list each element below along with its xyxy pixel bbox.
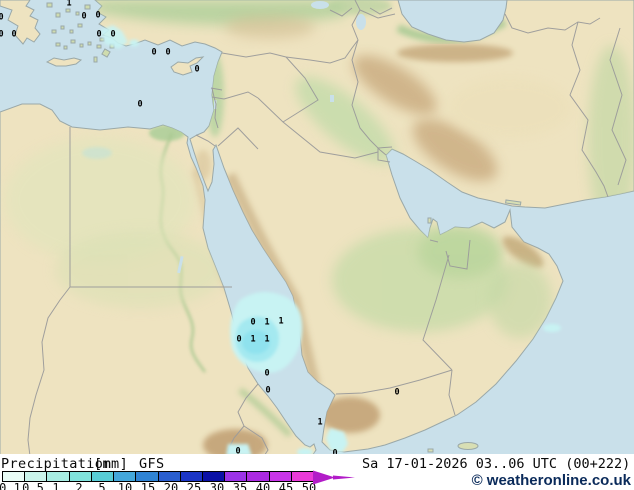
copyright: © weatheronline.co.uk (471, 472, 631, 489)
gridpoint-value: 0 (96, 30, 101, 40)
gridpoint-value: 0 (0, 13, 4, 23)
island-socotra (457, 442, 479, 450)
country-borders (27, 0, 627, 456)
legend-model: GFS (139, 456, 165, 472)
terrain-shading (5, 0, 634, 456)
scale-cell (91, 472, 115, 481)
scale-tick-label: 45 (278, 481, 294, 490)
scale-cell (225, 472, 248, 481)
gridpoint-value: 1 (250, 335, 255, 345)
gridpoint-value: 0 (0, 30, 4, 40)
island-cyprus (170, 56, 205, 76)
gridpoint-value: 0 (81, 12, 86, 22)
gridpoint-value: 0 (165, 48, 170, 58)
gridpoint-value: 0 (264, 369, 269, 379)
scale-tick-label: 20 (163, 481, 179, 490)
gridpoint-value: 0 (110, 30, 115, 40)
gridpoint-value: 1 (264, 318, 269, 328)
gridpoint-value: 1 (278, 317, 283, 327)
precip-patch (226, 444, 252, 456)
scale-tick-label: 0.1 (0, 481, 21, 490)
lake-nasser (177, 255, 184, 274)
precip-patch (129, 39, 139, 47)
scale-tick-label: 25 (186, 481, 202, 490)
scale-cell (47, 472, 70, 481)
gridpoint-value: 1 (317, 418, 322, 428)
scale-tick-label: 0.5 (22, 481, 44, 490)
precip-patch (242, 330, 270, 354)
gridpoint-value: 0 (394, 388, 399, 398)
scale-cell (291, 472, 314, 481)
gridpoint-value: 1 (264, 335, 269, 345)
legend-footer: Precipitation [mm] GFS Sa 17-01-2026 03.… (0, 454, 634, 490)
legend-unit: [mm] (94, 456, 129, 472)
gridpoint-value: 0 (332, 449, 337, 457)
scale-tick-label: 5 (98, 481, 106, 490)
scale-cell (136, 472, 159, 481)
over-range-arrow (313, 470, 355, 485)
scale-cell (3, 472, 26, 481)
lakes (177, 0, 508, 274)
gridpoint-value: 0 (11, 30, 16, 40)
landmasses (0, 0, 634, 456)
scale-tick-label: 15 (140, 481, 156, 490)
gridpoint-value: 0 (95, 11, 100, 21)
scale-cell (269, 472, 292, 481)
gridpoint-value: 0 (250, 318, 255, 328)
island-small (427, 448, 434, 453)
valid-datetime: Sa 17-01-2026 03..06 UTC (00+222) (362, 456, 631, 472)
scale-tick-label: 40 (255, 481, 271, 490)
landmass-greece (0, 0, 41, 45)
gridpoint-value: 0 (137, 100, 142, 110)
precip-patch (543, 324, 561, 332)
scale-tick-label: 1 (52, 481, 60, 490)
scale-cell (247, 472, 270, 481)
precip-patch (326, 428, 348, 453)
scale-cell (202, 472, 226, 481)
gridpoint-value: 0 (194, 65, 199, 75)
color-scale-labels: 0.1 0.5 1 2 5 10 15 20 25 30 35 40 45 50 (0, 481, 360, 490)
scale-tick-label: 10 (117, 481, 133, 490)
lake-van (311, 1, 329, 9)
gridpoint-value: 0 (235, 447, 240, 457)
gridpoint-value: 1 (66, 0, 71, 9)
lake-tharthar (330, 95, 334, 102)
island-bahrain (427, 217, 432, 224)
dead-sea (214, 100, 217, 109)
precip-patch (100, 25, 128, 49)
aegean-islands (46, 2, 115, 63)
gridpoint-value: 0 (151, 48, 156, 58)
scale-cell (69, 472, 92, 481)
scale-cell (180, 472, 203, 481)
precipitation-patches (100, 25, 561, 456)
scale-tick-label: 35 (232, 481, 248, 490)
caspian-sea (397, 0, 508, 43)
scale-tick-label: 2 (75, 481, 83, 490)
island-qeshm (505, 199, 522, 206)
island-crete (45, 57, 83, 67)
gridpoint-value: 0 (236, 335, 241, 345)
scale-cell (25, 472, 48, 481)
scale-cell (114, 472, 137, 481)
scale-tick-label: 50 (301, 481, 317, 490)
gridpoint-value: 0 (265, 386, 270, 396)
legend-title: Precipitation (1, 456, 112, 472)
lake-urmia (356, 14, 366, 30)
scale-cell (158, 472, 181, 481)
color-scale-bar (2, 471, 314, 482)
scale-tick-label: 30 (209, 481, 225, 490)
